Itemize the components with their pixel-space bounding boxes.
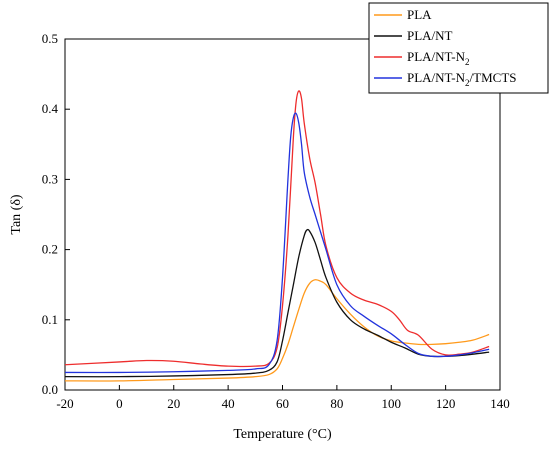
y-axis-title: Tan (δ) [9,194,24,235]
x-tick-label: 100 [382,396,402,411]
x-tick-label: 20 [167,396,180,411]
x-tick-label: -20 [56,396,73,411]
y-tick-label: 0.4 [42,101,59,116]
y-tick-label: 0.3 [42,171,58,186]
legend-label-pla: PLA [407,7,432,22]
x-tick-label: 0 [116,396,123,411]
series-line-pla [64,279,490,382]
y-tick-label: 0.2 [42,242,58,257]
legend-label-pla-nt-n2: PLA/NT-N2 [407,49,470,67]
legend-label-pla-nt: PLA/NT [407,28,453,43]
x-tick-label: 140 [490,396,510,411]
ticks-layer: -20 0 20 40 60 80 100 120 140 0.0 0.1 0.2 0.3 0.4 0.5 [42,31,510,411]
legend-label-pla-nt-n2-tmcts: PLA/NT-N2/TMCTS [407,70,517,88]
legend: PLA PLA/NT PLA/NT-N2 PLA/NT-N2/TMCTS [368,2,549,94]
y-tick-label: 0.1 [42,312,58,327]
x-axis-title: Temperature (°C) [233,427,332,442]
y-tick-label: 0.5 [42,31,58,46]
x-tick-label: 80 [330,396,343,411]
x-tick-label: 60 [276,396,289,411]
series-line-pla-nt-n2-tmcts [64,112,490,374]
x-tick-label: 40 [222,396,235,411]
series-layer [64,90,490,382]
series-line-pla-nt-n2 [64,90,490,368]
x-tick-label: 120 [436,396,456,411]
y-tick-label: 0.0 [42,382,58,397]
